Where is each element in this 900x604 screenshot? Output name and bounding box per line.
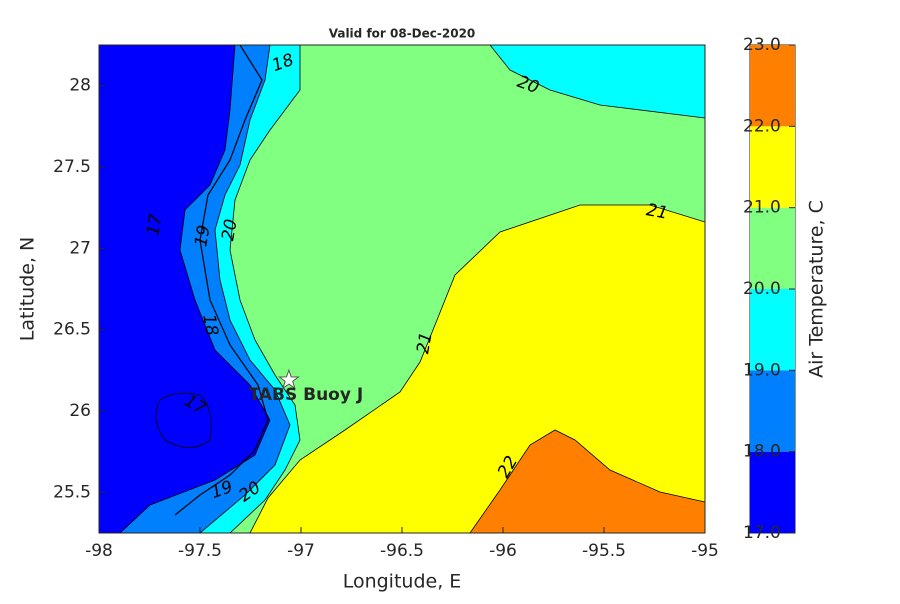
contour-label: 21 bbox=[645, 200, 670, 223]
contour-fill bbox=[99, 45, 705, 533]
x-tick-label: -96 bbox=[489, 541, 517, 561]
x-axis-label: Longitude, E bbox=[343, 571, 462, 593]
colorbar-label: Air Temperature, C bbox=[806, 200, 828, 378]
contour-label: 21 bbox=[413, 331, 436, 356]
colorbar-tick-label: 19.0 bbox=[743, 360, 781, 380]
y-tick-label: 25.5 bbox=[53, 482, 91, 502]
region bbox=[249, 204, 705, 533]
contour-label: 18 bbox=[198, 313, 221, 338]
colorbar-tick-label: 20.0 bbox=[743, 279, 781, 299]
x-tick-label: -95.5 bbox=[582, 541, 626, 561]
contour-label: 20 bbox=[218, 218, 241, 243]
y-tick-label: 28 bbox=[69, 76, 91, 96]
colorbar-tick-label: 23.0 bbox=[743, 35, 781, 55]
y-axis-label: Latitude, N bbox=[17, 237, 39, 342]
coastline bbox=[174, 45, 269, 516]
contour-line bbox=[155, 392, 212, 448]
chart-title: Valid for 08-Dec-2020 bbox=[329, 27, 476, 41]
x-tick-label: -95 bbox=[691, 541, 719, 561]
y-tick-label: 27 bbox=[69, 238, 91, 258]
contour-label: 19 bbox=[191, 224, 214, 249]
x-tick-label: -97.5 bbox=[178, 541, 222, 561]
contour-label: 17 bbox=[143, 212, 166, 237]
buoy-label: TABS Buoy J bbox=[249, 385, 364, 405]
colorbar-segment bbox=[750, 45, 795, 127]
y-tick-label: 26.5 bbox=[53, 320, 91, 340]
colorbar-tick-label: 17.0 bbox=[743, 523, 781, 543]
colorbar-segment bbox=[750, 451, 795, 533]
colorbar-segment bbox=[750, 370, 795, 452]
y-tick-label: 27.5 bbox=[53, 157, 91, 177]
x-tick-label: -98 bbox=[85, 541, 113, 561]
x-tick-label: -96.5 bbox=[380, 541, 424, 561]
colorbar-segment bbox=[750, 207, 795, 289]
colorbar-tick-label: 18.0 bbox=[743, 442, 781, 462]
colorbar-tick-label: 21.0 bbox=[743, 198, 781, 218]
colorbar-segment bbox=[750, 289, 795, 371]
x-tick-label: -97 bbox=[287, 541, 315, 561]
colorbar-tick-label: 22.0 bbox=[743, 116, 781, 136]
region bbox=[469, 429, 705, 533]
buoy-marker bbox=[277, 368, 300, 390]
colorbar-segment bbox=[750, 126, 795, 208]
y-tick-label: 26 bbox=[69, 401, 91, 421]
